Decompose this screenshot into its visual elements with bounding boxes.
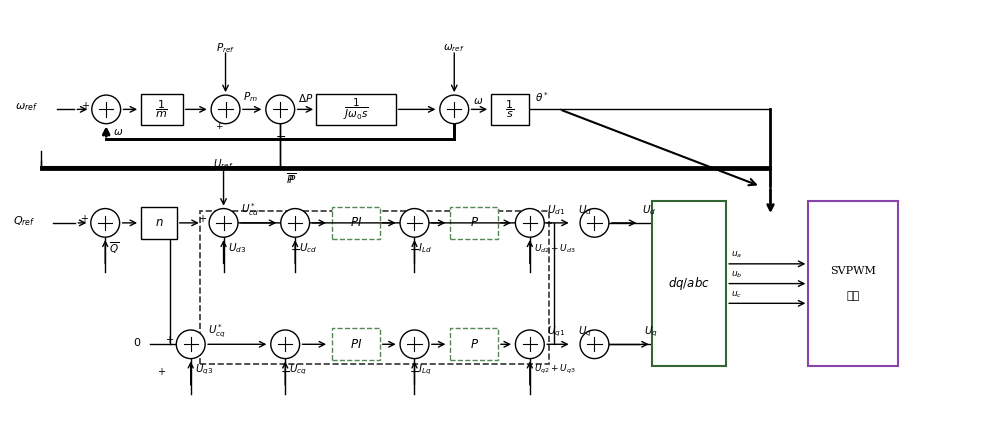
Text: $\dfrac{1}{J\omega_0 s}$: $\dfrac{1}{J\omega_0 s}$	[343, 97, 369, 122]
Text: $+$: $+$	[215, 122, 224, 131]
Bar	[200, 211, 549, 363]
Text: $U_d$: $U_d$	[578, 203, 592, 217]
Text: $U_{q2}+U_{q3}$: $U_{q2}+U_{q3}$	[534, 363, 576, 377]
Text: 调制: 调制	[846, 291, 860, 301]
Text: $Q_{ref}$: $Q_{ref}$	[13, 214, 35, 228]
Text: $PI$: $PI$	[350, 338, 362, 351]
Text: $+$: $+$	[165, 335, 174, 345]
Bar	[450, 329, 498, 360]
Text: SVPWM: SVPWM	[830, 266, 876, 276]
Circle shape	[266, 95, 295, 124]
Text: $U_{ref}$: $U_{ref}$	[213, 157, 234, 171]
Text: $U_d$: $U_d$	[642, 203, 656, 217]
Text: $U_{q1}$: $U_{q1}$	[547, 324, 565, 339]
Bar	[316, 94, 396, 125]
Text: $\omega_{ref}$: $\omega_{ref}$	[443, 42, 465, 54]
Circle shape	[580, 330, 609, 359]
Text: $+$: $+$	[81, 100, 90, 110]
Text: $+$: $+$	[157, 366, 166, 377]
Circle shape	[91, 208, 120, 237]
Circle shape	[92, 95, 121, 124]
Text: $U_{d2}+U_{d3}$: $U_{d2}+U_{d3}$	[534, 242, 576, 255]
Bar	[141, 207, 177, 239]
Text: $U_q$: $U_q$	[644, 324, 658, 339]
Circle shape	[281, 208, 310, 237]
Text: $U_{d3}$: $U_{d3}$	[228, 242, 246, 256]
Text: $P_m$: $P_m$	[243, 91, 258, 104]
Text: $U_{cd}^*$: $U_{cd}^*$	[241, 202, 259, 218]
Text: $\dfrac{1}{m}$: $\dfrac{1}{m}$	[155, 98, 168, 120]
Text: $-$: $-$	[290, 243, 301, 256]
Text: $+$: $+$	[198, 213, 207, 224]
Text: $\dfrac{1}{s}$: $\dfrac{1}{s}$	[505, 98, 514, 120]
Text: $dq/abc$: $dq/abc$	[668, 275, 710, 292]
Text: $\omega_{ref}$: $\omega_{ref}$	[15, 101, 38, 113]
Circle shape	[515, 208, 544, 237]
Text: $-$: $-$	[409, 365, 420, 377]
Text: $U_{cq}$: $U_{cq}$	[289, 363, 307, 377]
Text: $\omega$: $\omega$	[473, 96, 483, 107]
Text: $u_a$: $u_a$	[731, 250, 742, 260]
Text: $I_{Lq}$: $I_{Lq}$	[418, 363, 432, 377]
Text: $\omega$: $\omega$	[113, 127, 123, 137]
Text: $-$: $-$	[280, 365, 291, 377]
Text: $0$: $0$	[133, 336, 141, 348]
Circle shape	[176, 330, 205, 359]
Text: $\overline{Q}$: $\overline{Q}$	[109, 241, 119, 256]
Circle shape	[440, 95, 469, 124]
Text: $u_c$: $u_c$	[731, 289, 742, 300]
Text: $\theta^*$: $\theta^*$	[535, 91, 549, 104]
Bar	[332, 329, 380, 360]
Text: $\Delta P$: $\Delta P$	[298, 92, 313, 104]
Text: $n$: $n$	[155, 217, 163, 229]
Text: $\overline{P}$: $\overline{P}$	[286, 171, 294, 186]
Circle shape	[515, 330, 544, 359]
Text: $U_{cq}^*$: $U_{cq}^*$	[208, 323, 226, 340]
Circle shape	[209, 208, 238, 237]
Bar	[450, 207, 498, 239]
Bar	[332, 207, 380, 239]
Text: $U_{d1}$: $U_{d1}$	[547, 203, 565, 217]
Text: $U_{q3}$: $U_{q3}$	[195, 363, 213, 377]
Circle shape	[580, 208, 609, 237]
Circle shape	[271, 330, 300, 359]
Circle shape	[400, 330, 429, 359]
Text: $P_{ref}$: $P_{ref}$	[216, 41, 235, 55]
Text: $u_b$: $u_b$	[731, 270, 743, 280]
Bar	[808, 201, 898, 366]
Text: $U_q$: $U_q$	[578, 324, 591, 339]
Text: $+$: $+$	[80, 213, 89, 224]
Bar	[141, 94, 183, 125]
Text: $-$: $-$	[275, 130, 286, 143]
Text: $P$: $P$	[470, 338, 479, 351]
Circle shape	[400, 208, 429, 237]
Text: $P$: $P$	[470, 217, 479, 229]
Text: $I_{Ld}$: $I_{Ld}$	[418, 242, 432, 256]
Text: $U_{cd}$: $U_{cd}$	[299, 242, 317, 256]
Circle shape	[211, 95, 240, 124]
Text: $-$: $-$	[409, 243, 420, 256]
Text: $\overline{P}$: $\overline{P}$	[288, 171, 296, 186]
Text: $PI$: $PI$	[350, 217, 362, 229]
Bar	[491, 94, 529, 125]
Bar	[652, 201, 726, 366]
